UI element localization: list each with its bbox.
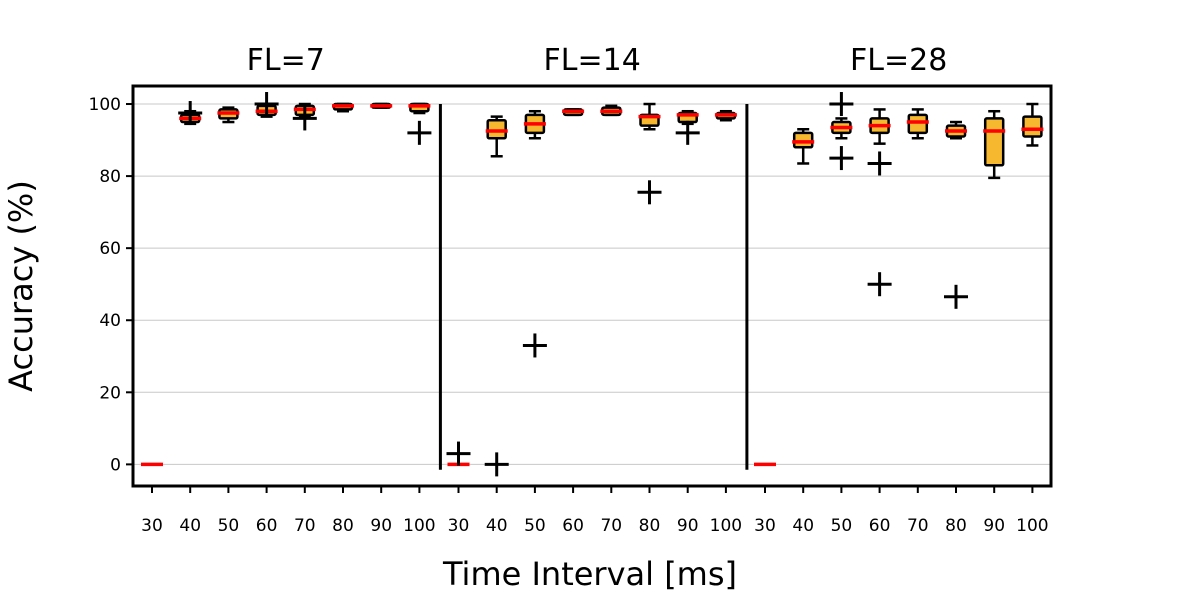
- box-FL=14-60: [562, 108, 585, 117]
- x-tick-label: 50: [218, 516, 240, 536]
- outlier-marker: [407, 120, 432, 145]
- x-tick-label: 40: [179, 516, 201, 536]
- outlier-marker: [829, 146, 854, 171]
- x-tick-label: 90: [983, 516, 1005, 536]
- box-FL=7-90: [370, 102, 393, 109]
- box-iqr: [792, 131, 814, 149]
- box-iqr: [486, 118, 507, 140]
- panel-titles: FL=7 FL=14 FL=28: [247, 43, 948, 78]
- x-tick-label: 70: [294, 516, 316, 536]
- x-tick-label: 90: [677, 516, 699, 536]
- plot-content: [141, 92, 1044, 477]
- x-tick-label: 60: [562, 516, 584, 536]
- y-tick-label: 60: [99, 239, 121, 259]
- x-tick-label: 80: [639, 516, 661, 536]
- x-tick-label: 70: [907, 516, 929, 536]
- x-tick-label: 30: [141, 516, 163, 536]
- box-iqr: [1022, 115, 1043, 138]
- outlier-marker: [675, 120, 700, 145]
- x-tick-label: 60: [869, 516, 891, 536]
- box-FL=7-70: [292, 102, 317, 131]
- outlier-marker: [254, 92, 279, 117]
- outlier-marker: [446, 441, 471, 466]
- plot-frame: [131, 84, 1053, 488]
- outlier-marker: [867, 272, 892, 297]
- x-tick-label: 70: [600, 516, 622, 536]
- x-axis-ticks: 30 40 50 60 70 80 90 100 30 40 50 60 70 80 90 100 30 40 50…: [141, 486, 1049, 536]
- box-FL=14-30: [446, 441, 471, 467]
- y-axis-title: Accuracy (%): [2, 180, 40, 392]
- x-tick-label: 30: [448, 516, 470, 536]
- box-FL=14-70: [600, 104, 623, 117]
- outlier-marker: [944, 284, 968, 309]
- y-tick-label: 80: [99, 167, 121, 187]
- x-tick-label: 90: [370, 516, 392, 536]
- x-tick-label: 100: [403, 516, 435, 536]
- outlier-marker: [522, 333, 547, 358]
- x-tick-label: 30: [754, 516, 776, 536]
- box-FL=28-70: [906, 108, 929, 140]
- box-FL=28-50: [829, 92, 854, 171]
- box-FL=28-60: [867, 108, 892, 297]
- box-iqr: [907, 113, 929, 135]
- box-FL=28-40: [792, 127, 815, 165]
- box-FL=7-50: [217, 106, 240, 124]
- x-tick-label: 50: [831, 516, 853, 536]
- grid-lines: [133, 103, 1051, 465]
- x-tick-label: 100: [1016, 516, 1048, 536]
- y-tick-label: 100: [89, 95, 121, 115]
- x-tick-label: 40: [486, 516, 508, 536]
- box-FL=7-40: [178, 101, 203, 126]
- box-FL=14-80: [637, 102, 662, 205]
- panel-title: FL=14: [544, 43, 641, 78]
- box-FL=14-100: [714, 109, 737, 122]
- box-FL=7-100: [407, 102, 432, 145]
- x-tick-label: 100: [710, 516, 742, 536]
- x-tick-label: 50: [524, 516, 546, 536]
- x-axis-title: Time Interval [ms]: [442, 555, 737, 593]
- panel-title: FL=28: [850, 43, 947, 78]
- outlier-marker: [292, 106, 317, 131]
- outlier-marker: [178, 101, 203, 126]
- box-FL=14-90: [675, 109, 700, 145]
- outlier-marker: [829, 92, 854, 117]
- box-FL=14-40: [484, 115, 509, 477]
- box-FL=28-80: [944, 120, 968, 309]
- outlier-marker: [484, 452, 509, 477]
- box-FL=7-80: [332, 102, 354, 113]
- panel-title: FL=7: [247, 43, 325, 78]
- box-FL=28-90: [983, 109, 1006, 180]
- y-tick-label: 0: [110, 455, 121, 475]
- x-tick-label: 40: [792, 516, 814, 536]
- outlier-marker: [637, 180, 662, 205]
- outlier-marker: [867, 151, 892, 176]
- box-FL=14-50: [522, 109, 547, 358]
- box-iqr: [983, 117, 1005, 167]
- x-tick-label: 60: [256, 516, 278, 536]
- x-tick-label: 80: [332, 516, 354, 536]
- x-tick-label: 80: [945, 516, 967, 536]
- y-tick-label: 40: [99, 311, 121, 331]
- y-axis-ticks: 0 20 40 60 80 100: [89, 95, 133, 475]
- box-FL=7-60: [254, 92, 279, 118]
- box-FL=28-100: [1021, 102, 1044, 147]
- y-tick-label: 20: [99, 383, 121, 403]
